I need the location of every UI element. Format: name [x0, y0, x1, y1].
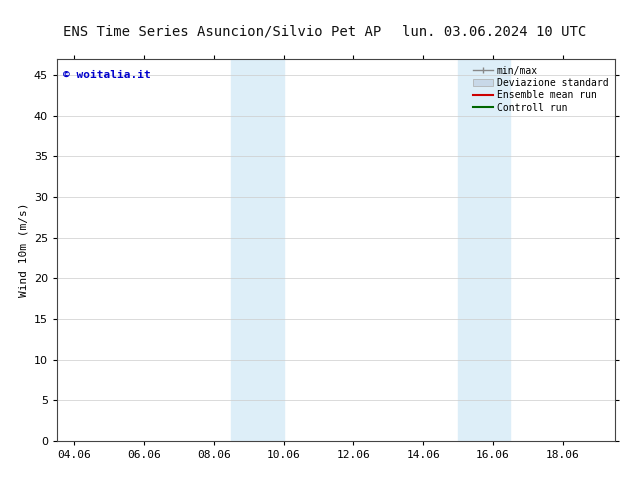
Bar	[231, 59, 284, 441]
Bar	[458, 59, 510, 441]
Text: © woitalia.it: © woitalia.it	[63, 70, 150, 80]
Text: ENS Time Series Asuncion/Silvio Pet AP: ENS Time Series Asuncion/Silvio Pet AP	[63, 24, 381, 39]
Legend: min/max, Deviazione standard, Ensemble mean run, Controll run: min/max, Deviazione standard, Ensemble m…	[471, 64, 610, 115]
Text: lun. 03.06.2024 10 UTC: lun. 03.06.2024 10 UTC	[403, 24, 586, 39]
Y-axis label: Wind 10m (m/s): Wind 10m (m/s)	[18, 203, 29, 297]
